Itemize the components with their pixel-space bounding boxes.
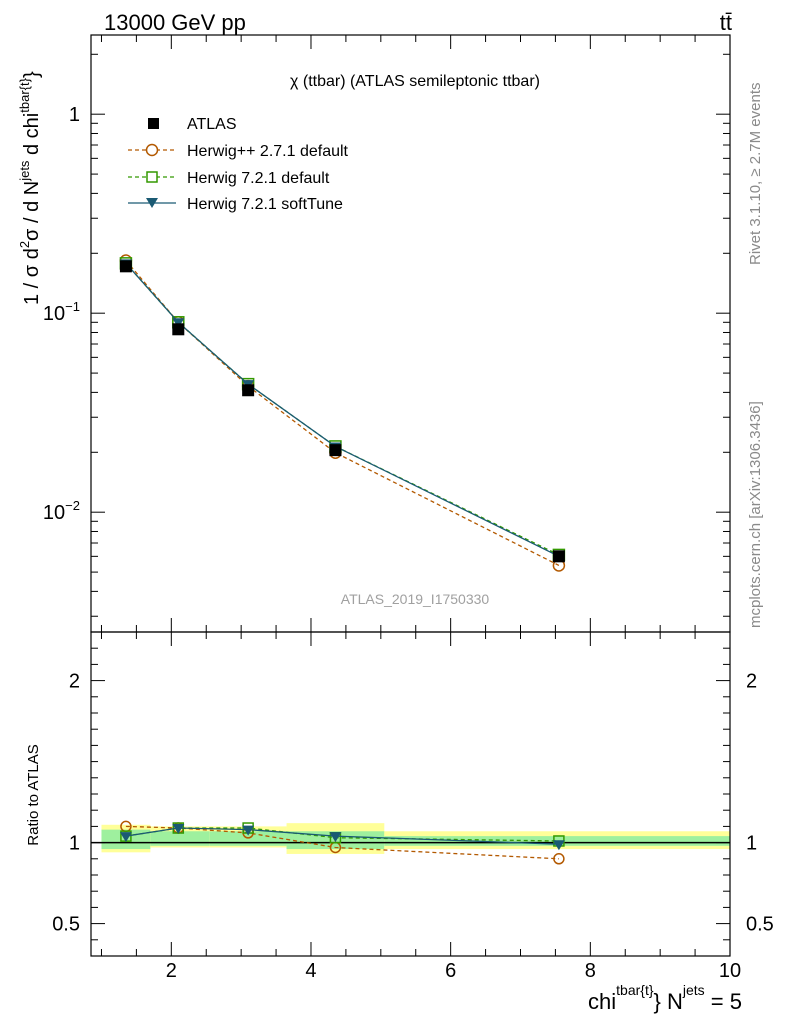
- ratio-y-tick-label-right: 2: [746, 671, 757, 693]
- ratio-point-herwig-2-7-1-default: [553, 853, 565, 865]
- ratio-x-tick-label: 4: [305, 960, 316, 982]
- legend-entry-herwigpp: Herwig++ 2.7.1 default: [128, 143, 349, 160]
- legend-label-herwig7-softtune: Herwig 7.2.1 softTune: [187, 196, 343, 213]
- ratio-point-herwig-7-2-1-softtune: [172, 824, 185, 835]
- rivet-label: Rivet 3.1.10, ≥ 2.7M events: [747, 83, 764, 266]
- ratio-y-tick-label-right: 0.5: [746, 914, 774, 936]
- main-point-atlas: [329, 444, 342, 457]
- ratio-point-herwig-7-2-1-softtune: [242, 825, 255, 836]
- main-y-tick-label: 10−1: [43, 299, 80, 325]
- ratio-y-tick-label-right: 1: [746, 833, 757, 855]
- legend-label-herwig7-default: Herwig 7.2.1 default: [187, 170, 330, 187]
- process-label: tt̄: [720, 10, 732, 35]
- legend-marker-herwig7-softtune: [146, 198, 158, 208]
- ratio-x-tick-label: 8: [585, 960, 596, 982]
- main-y-ticks: 1 10−1 10−2: [43, 35, 731, 632]
- main-point-atlas: [242, 384, 255, 397]
- legend-entry-herwig7-softtune: Herwig 7.2.1 softTune: [128, 196, 343, 213]
- main-point-atlas: [552, 550, 565, 563]
- ratio-series: [119, 820, 565, 865]
- legend-entry-atlas: ATLAS: [148, 116, 237, 133]
- ratio-x-tick-label: 6: [445, 960, 456, 982]
- watermark-label: ATLAS_2019_I1750330: [341, 591, 490, 607]
- legend-marker-herwig7-default: [146, 171, 158, 183]
- energy-label: 13000 GeV pp: [104, 10, 246, 35]
- main-point-atlas: [119, 260, 132, 273]
- ratio-x-tick-label: 2: [166, 960, 177, 982]
- legend-marker-herwigpp: [145, 143, 159, 157]
- ratio-xlabel: chitbar{t}} Njets = 5: [588, 982, 742, 1014]
- main-series: [119, 254, 566, 572]
- ratio-point-herwig-7-2-1-softtune: [552, 840, 565, 851]
- legend-marker-atlas: [148, 118, 159, 129]
- main-line-herwig-7-2-1-softtune: [125, 262, 560, 557]
- ratio-ylabel: Ratio to ATLAS: [25, 744, 42, 845]
- main-line-herwig-7-2-1-default: [125, 262, 560, 556]
- site-label: mcplots.cern.ch [arXiv:1306.3436]: [747, 401, 764, 628]
- legend-label-atlas: ATLAS: [187, 116, 237, 133]
- main-y-tick-label: 1: [69, 104, 80, 126]
- main-panel: χ (ttbar) (ATLAS semileptonic ttbar) ATL…: [43, 34, 731, 633]
- main-title: χ (ttbar) (ATLAS semileptonic ttbar): [290, 73, 540, 90]
- main-ylabel: 1 / σ d2σ / d Njets d chitbar{t}}: [17, 71, 43, 305]
- ratio-panel: 0.5 0.5 1 1 2 2 2 4 6 8 10: [52, 631, 774, 982]
- ratio-y-tick-label: 0.5: [52, 914, 80, 936]
- ratio-point-herwig-7-2-1-softtune: [329, 832, 342, 843]
- legend-entry-herwig7-default: Herwig 7.2.1 default: [128, 170, 330, 187]
- legend: ATLAS Herwig++ 2.7.1 default Herwig 7.2.…: [128, 116, 349, 213]
- main-y-tick-label: 10−2: [43, 498, 80, 524]
- ratio-ticks: 0.5 0.5 1 1 2 2 2 4 6 8 10: [52, 632, 774, 982]
- ratio-y-tick-label: 1: [69, 833, 80, 855]
- ratio-x-tick-label: 10: [719, 960, 741, 982]
- ratio-point-herwig-7-2-1-softtune: [119, 832, 132, 843]
- legend-label-herwigpp: Herwig++ 2.7.1 default: [187, 143, 349, 160]
- main-point-atlas: [172, 323, 185, 336]
- main-line-herwig-2-7-1-default: [125, 260, 560, 566]
- ratio-frame: [90, 631, 731, 957]
- ratio-y-tick-label: 2: [69, 671, 80, 693]
